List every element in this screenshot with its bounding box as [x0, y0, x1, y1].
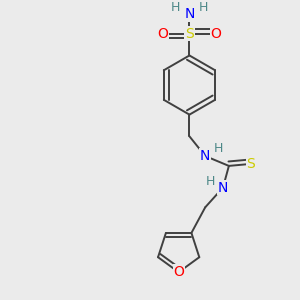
- Text: O: O: [211, 27, 221, 41]
- Text: H: H: [199, 1, 208, 13]
- Text: N: N: [184, 7, 195, 21]
- Text: O: O: [158, 27, 168, 41]
- Text: H: H: [206, 175, 215, 188]
- Text: S: S: [185, 27, 194, 41]
- Text: N: N: [218, 181, 228, 195]
- Text: O: O: [173, 265, 184, 279]
- Text: H: H: [171, 1, 180, 13]
- Text: N: N: [200, 149, 210, 163]
- Text: S: S: [246, 157, 255, 171]
- Text: H: H: [213, 142, 223, 155]
